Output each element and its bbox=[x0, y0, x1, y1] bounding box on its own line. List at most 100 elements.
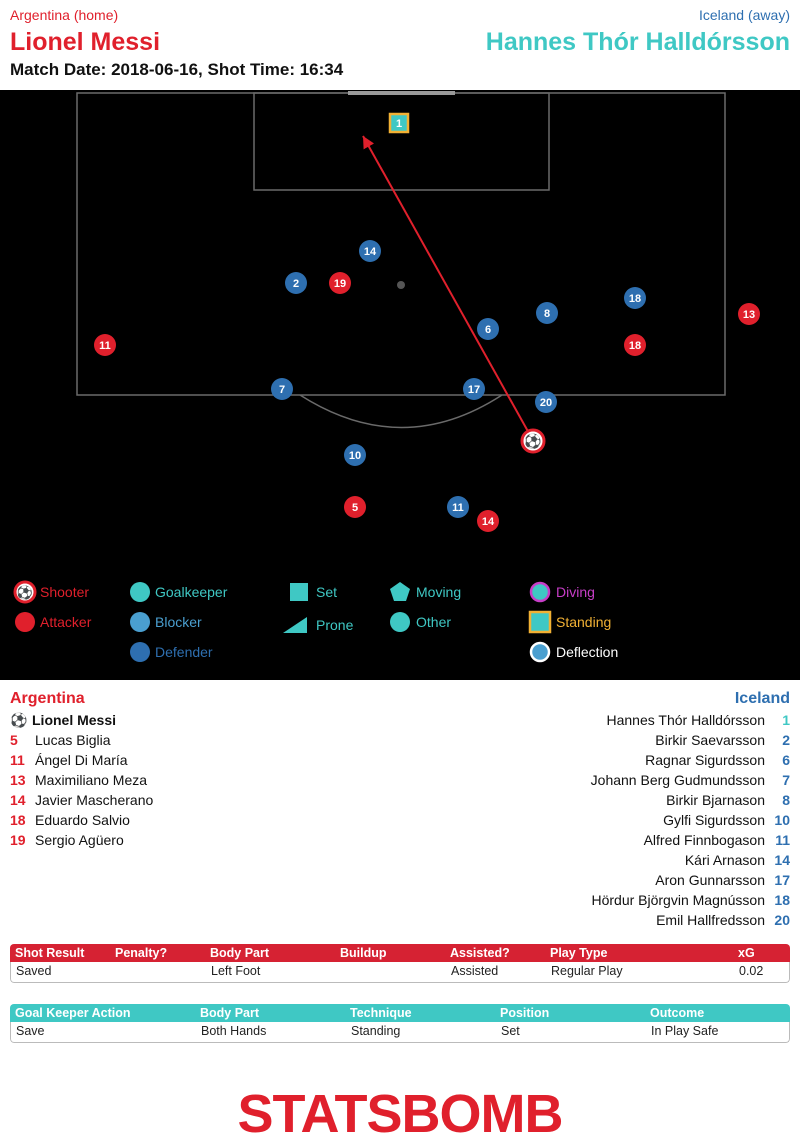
column-header: Play Type bbox=[550, 946, 608, 960]
marker-number: 6 bbox=[485, 324, 491, 336]
away-team-label: Iceland (away) bbox=[698, 7, 790, 23]
marker-number: 8 bbox=[544, 308, 550, 320]
home-shooter-name: Lionel Messi bbox=[32, 712, 117, 728]
home-team-name: Argentina bbox=[10, 690, 85, 707]
legend-deflection: Deflection bbox=[529, 641, 618, 663]
player-name: Lucas Biglia bbox=[35, 732, 111, 748]
defender-marker-11: 11 bbox=[447, 496, 469, 518]
legend-goalkeeper: Goalkeeper bbox=[130, 582, 228, 602]
pitch-lines bbox=[76, 92, 726, 429]
away-roster-item: Gylfi Sigurdsson 10 bbox=[591, 812, 790, 832]
legend-set: Set bbox=[290, 583, 337, 601]
marker-number: 20 bbox=[540, 397, 552, 409]
svg-text:Goalkeeper: Goalkeeper bbox=[155, 584, 228, 600]
standing-square-icon bbox=[528, 610, 552, 634]
marker-number: 7 bbox=[279, 384, 285, 396]
svg-text:Standing: Standing bbox=[556, 614, 611, 630]
shot-freeze-frame: 1 14 2 19 18 13 8 6 11 18 7 17 20 10 5 11 14 ⚽ ⚽ Shooter… bbox=[13, 91, 760, 663]
player-number: 14 bbox=[10, 792, 26, 808]
player-number: 13 bbox=[10, 772, 26, 788]
attacker-marker-14: 14 bbox=[477, 510, 499, 532]
legend-standing: Standing bbox=[528, 610, 611, 634]
player-number: 18 bbox=[10, 812, 26, 828]
attacker-marker-13: 13 bbox=[738, 303, 760, 325]
soccer-ball-icon: ⚽ bbox=[523, 433, 541, 450]
away-team-name: Iceland bbox=[734, 690, 790, 707]
home-roster-item: 11 Ángel Di María bbox=[10, 752, 153, 772]
player-name: Alfred Finnbogason bbox=[643, 832, 765, 848]
defender-marker-2: 2 bbox=[285, 272, 307, 294]
marker-number: 5 bbox=[352, 502, 358, 514]
table-cell: Assisted bbox=[451, 964, 499, 978]
column-header: xG bbox=[738, 946, 755, 960]
blocker-dot-icon bbox=[130, 612, 150, 632]
player-name: Aron Gunnarsson bbox=[655, 872, 765, 888]
player-name: Birkir Saevarsson bbox=[655, 732, 765, 748]
deflection-ring-icon bbox=[529, 641, 551, 663]
diving-ring-icon bbox=[529, 581, 551, 603]
svg-text:Defender: Defender bbox=[155, 644, 213, 660]
home-roster-item: 5 Lucas Biglia bbox=[10, 732, 153, 752]
statsbomb-logo: STATSBOMB bbox=[237, 1084, 564, 1144]
match-date-line: Match Date: 2018-06-16, Shot Time: 16:34 bbox=[10, 60, 344, 79]
defender-dot-icon bbox=[130, 642, 150, 662]
legend-attacker: Attacker bbox=[15, 612, 92, 632]
marker-number: 14 bbox=[364, 246, 377, 258]
shot-table-row: Saved Left Foot Assisted Regular Play 0.02 bbox=[10, 962, 790, 983]
six-yard-box bbox=[253, 92, 550, 191]
table-cell: 0.02 bbox=[739, 964, 764, 978]
player-name: Eduardo Salvio bbox=[35, 812, 130, 828]
gk-table-header: Goal Keeper Action Body Part Technique Posi… bbox=[10, 1004, 790, 1022]
table-cell: Set bbox=[501, 1024, 520, 1038]
defender-marker-20: 20 bbox=[535, 391, 557, 413]
player-number: 19 bbox=[10, 832, 26, 848]
home-team-label: Argentina (home) bbox=[10, 7, 119, 23]
player-name: Emil Hallfredsson bbox=[656, 912, 765, 928]
svg-text:Set: Set bbox=[316, 584, 337, 600]
marker-number: 18 bbox=[629, 340, 641, 352]
attacker-marker-18: 18 bbox=[624, 334, 646, 356]
svg-text:Shooter: Shooter bbox=[40, 584, 89, 600]
defender-marker-10: 10 bbox=[344, 444, 366, 466]
player-name: Birkir Bjarnason bbox=[666, 792, 765, 808]
svg-text:Blocker: Blocker bbox=[155, 614, 202, 630]
away-roster-item: Hannes Thór Halldórsson 1 bbox=[591, 712, 791, 732]
defender-marker-8: 8 bbox=[536, 302, 558, 324]
shot-trajectory bbox=[362, 135, 531, 436]
column-header: Position bbox=[500, 1006, 550, 1020]
home-roster-shooter: ⚽ Lionel Messi bbox=[10, 712, 116, 729]
svg-text:Other: Other bbox=[416, 614, 451, 630]
svg-text:Moving: Moving bbox=[416, 584, 461, 600]
player-name: Johann Berg Gudmundsson bbox=[590, 772, 765, 788]
legend-defender: Defender bbox=[130, 642, 213, 662]
away-roster-item: Alfred Finnbogason 11 bbox=[591, 832, 790, 852]
column-header: Penalty? bbox=[115, 946, 168, 960]
home-roster: 5 Lucas Biglia 11 Ángel Di María 13 Maximilia… bbox=[10, 732, 153, 852]
marker-number: 10 bbox=[349, 450, 361, 462]
marker-number: 11 bbox=[452, 502, 464, 514]
player-number: 1 bbox=[782, 712, 790, 728]
shot-table-header: Shot Result Penalty? Body Part Buildup Assis… bbox=[10, 944, 790, 962]
away-roster-item: Birkir Bjarnason 8 bbox=[591, 792, 790, 812]
player-number: 2 bbox=[782, 732, 790, 748]
attacker-dot-icon bbox=[15, 612, 35, 632]
table-cell: Save bbox=[16, 1024, 45, 1038]
penalty-spot bbox=[397, 281, 405, 289]
player-name: Gylfi Sigurdsson bbox=[663, 812, 765, 828]
player-number: 14 bbox=[774, 852, 790, 868]
svg-text:Attacker: Attacker bbox=[40, 614, 92, 630]
marker-number: 13 bbox=[743, 309, 755, 321]
defender-marker-17: 17 bbox=[463, 378, 485, 400]
player-name: Hannes Thór Halldórsson bbox=[606, 712, 766, 728]
player-number: 11 bbox=[10, 752, 25, 768]
legend-blocker: Blocker bbox=[130, 612, 202, 632]
away-roster-item: Emil Hallfredsson 20 bbox=[591, 912, 790, 932]
svg-text:Diving: Diving bbox=[556, 584, 595, 600]
goalkeeper-dot-icon bbox=[130, 582, 150, 602]
player-name: Javier Mascherano bbox=[35, 792, 154, 808]
table-cell: Left Foot bbox=[211, 964, 261, 978]
player-name: Maximiliano Meza bbox=[35, 772, 148, 788]
column-header: Goal Keeper Action bbox=[15, 1006, 131, 1020]
attacker-marker-5: 5 bbox=[344, 496, 366, 518]
marker-number: 14 bbox=[482, 516, 495, 528]
